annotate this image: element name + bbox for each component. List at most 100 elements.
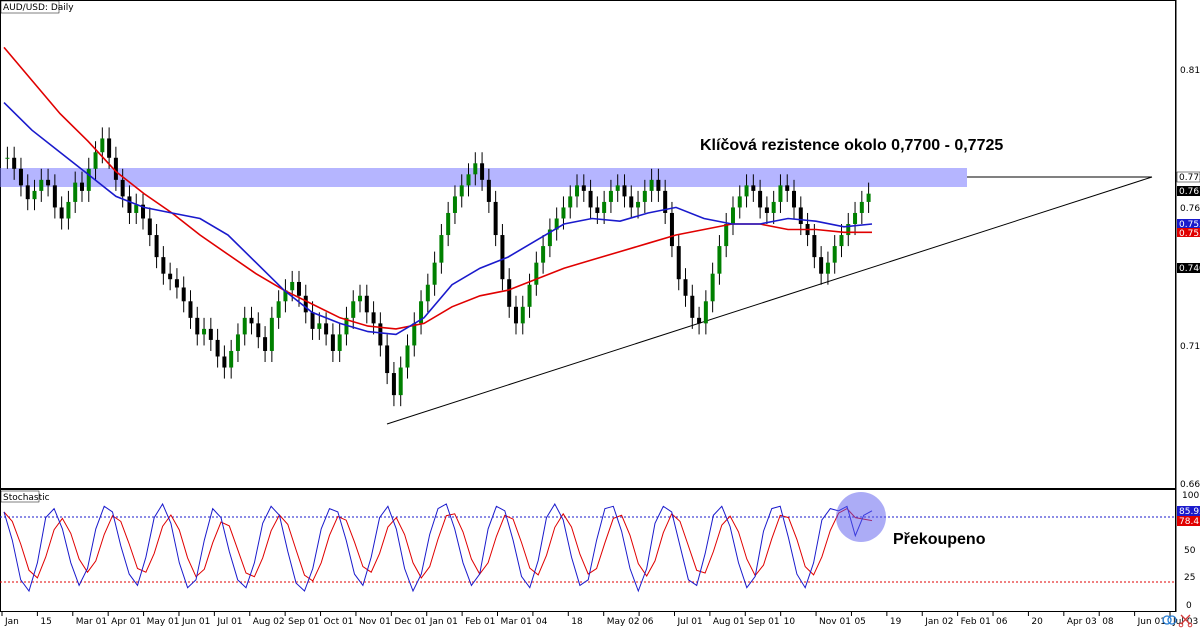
candle-body	[581, 185, 586, 191]
candle-body	[249, 317, 254, 324]
x-tick-label: 10	[784, 617, 796, 627]
candle-body	[25, 185, 30, 200]
candle-body	[825, 262, 830, 274]
candle-body	[235, 334, 240, 351]
candle-body	[608, 190, 613, 202]
candle-body	[242, 317, 247, 335]
stochastic-label-box	[0, 490, 40, 503]
candle-body	[330, 334, 335, 351]
x-tick-label: Jan 01	[429, 617, 458, 627]
candle-body	[215, 339, 220, 357]
candle-body	[500, 235, 505, 280]
svg-text:0.7725: 0.7725	[1179, 173, 1200, 183]
candle-body	[473, 163, 478, 175]
candle-body	[5, 157, 10, 159]
candle-body	[256, 323, 261, 338]
candle-body	[432, 262, 437, 285]
x-tick-label: Apr 01	[111, 617, 141, 627]
x-tick-label: Nov 01	[819, 617, 851, 627]
candle-body	[358, 295, 363, 302]
candle-body	[792, 190, 797, 208]
candle-body	[39, 179, 44, 191]
x-tick-label: Jul 01	[216, 617, 242, 627]
symbol-label-box	[0, 0, 60, 14]
candle-body	[466, 174, 471, 186]
candle-body	[656, 179, 661, 191]
stoch-tick: 100	[1182, 491, 1199, 501]
candle-body	[168, 273, 173, 280]
candle-body	[351, 301, 356, 318]
candle-body	[859, 201, 864, 213]
candle-body	[412, 323, 417, 346]
candle-body	[405, 345, 410, 368]
candle-body	[73, 182, 78, 202]
x-tick-label: Dec 01	[394, 617, 426, 627]
candle-body	[459, 185, 464, 197]
stochastic-k-line	[3, 502, 873, 593]
x-tick-label: Oct 01	[324, 617, 354, 627]
candle-body	[724, 224, 729, 247]
candle-body	[290, 281, 295, 291]
candle-body	[161, 257, 166, 274]
candle-body	[452, 196, 457, 213]
x-tick-label: Feb 01	[961, 617, 991, 627]
svg-text:0.7401: 0.7401	[1179, 264, 1200, 274]
candle-body	[527, 284, 532, 307]
candle-body	[79, 182, 84, 191]
candle-body	[575, 185, 580, 197]
candle-body	[303, 295, 308, 313]
candle-body	[819, 257, 824, 274]
candle-body	[846, 224, 851, 236]
candle-body	[263, 337, 268, 351]
x-tick-label: 05	[854, 617, 865, 627]
candle-body	[419, 301, 424, 324]
x-tick-label: Aug 01	[713, 617, 745, 627]
x-tick-label: Feb 01	[465, 617, 495, 627]
x-tick-label: Aug 02	[253, 617, 285, 627]
candle-body	[839, 235, 844, 247]
candle-body	[66, 201, 71, 219]
candle-body	[554, 218, 559, 230]
candle-body	[93, 152, 98, 169]
candle-body	[636, 201, 641, 208]
price-tick: 0.7618	[1180, 204, 1200, 214]
candle-body	[771, 201, 776, 213]
candle-body	[364, 295, 369, 313]
candle-body	[344, 317, 349, 335]
candle-body	[710, 273, 715, 302]
price-badge-07401: 0.7401	[1177, 263, 1200, 274]
symbol-label: AUD/USD: Daily	[3, 3, 74, 13]
candle-body	[222, 356, 227, 368]
price-pane-frame	[0, 0, 1176, 489]
candle-body	[18, 168, 23, 186]
candle-body	[649, 179, 654, 191]
x-tick-label: 04	[536, 617, 548, 627]
candle-body	[317, 323, 322, 329]
svg-text:0.7670: 0.7670	[1179, 187, 1200, 197]
candle-body	[683, 279, 688, 296]
scissors-icon[interactable]	[1178, 614, 1193, 628]
x-axis: Jan 15 Mar 01 Apr 01 May 01 Jun 01 Jul 01 Aug 0…	[1, 612, 1198, 627]
price-tick: 0.6618	[1180, 480, 1200, 490]
stoch-tick: 25	[1184, 573, 1195, 583]
candle-body	[629, 196, 634, 208]
candle-body	[744, 185, 749, 197]
candle-body	[371, 312, 376, 324]
x-tick-label: May 02	[607, 617, 640, 627]
stoch-tick: 0	[1186, 601, 1192, 611]
x-tick-label: Jun 01	[181, 617, 210, 627]
candle-body	[147, 218, 152, 236]
price-badge-07725: 0.7725	[1176, 171, 1200, 183]
x-tick-label: 18	[571, 617, 583, 627]
candle-body	[324, 323, 329, 335]
candle-body	[154, 235, 159, 258]
x-tick-label: 20	[1031, 617, 1043, 627]
candle-body	[568, 196, 573, 208]
sync-icon[interactable]	[1162, 615, 1177, 625]
stochastic-label: Stochastic	[3, 493, 50, 503]
moving-average-slow	[3, 46, 872, 330]
candle-body	[425, 284, 430, 302]
candle-body	[663, 190, 668, 213]
candle-body	[690, 295, 695, 318]
candle-body	[229, 350, 234, 368]
